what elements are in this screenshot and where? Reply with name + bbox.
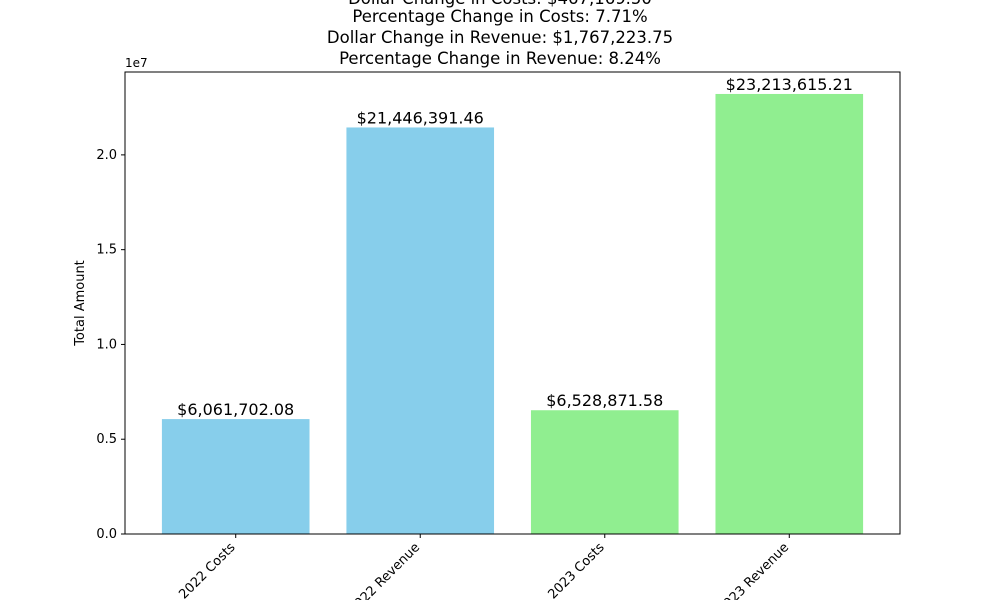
y-tick-label: 0.0 [96, 527, 117, 542]
x-axis: 2022 Costs 2022 Revenue 2023 Costs 2023 Rev… [176, 534, 792, 600]
y-tick-label: 1.0 [96, 337, 117, 352]
title-line-3: Dollar Change in Revenue: $1,767,223.75 [326, 28, 674, 47]
bar-data-label: $21,446,391.46 [357, 108, 484, 127]
y-axis-label: Total Amount [73, 260, 88, 347]
x-tick-label: 2023 Costs [545, 540, 607, 600]
y-tick-label: 1.5 [96, 243, 117, 258]
bar [346, 127, 495, 535]
bar [530, 410, 679, 534]
title-line-1: Dollar Change in Costs: $467,169.50 [0, 0, 1000, 9]
bar-labels-group: $6,061,702.08 $21,446,391.46 $6,528,871.58… [177, 75, 853, 419]
x-tick-label: 2022 Revenue [346, 540, 423, 600]
y-axis-scale-label: 1e7 [125, 56, 148, 70]
bars-group [161, 93, 864, 535]
title-line-4: Percentage Change in Revenue: 8.24% [339, 49, 661, 68]
title-line-2: Percentage Change in Costs: 7.71% [352, 7, 648, 26]
y-tick-label: 2.0 [96, 148, 117, 163]
bar-data-label: $23,213,615.21 [726, 75, 853, 94]
y-tick-label: 0.5 [96, 432, 117, 447]
x-tick-label: 2023 Revenue [715, 540, 792, 600]
bar-data-label: $6,528,871.58 [546, 391, 663, 410]
x-tick-label: 2022 Costs [176, 540, 238, 600]
y-axis: 0.0 0.5 1.0 1.5 2.0 [96, 148, 125, 542]
bar [715, 93, 864, 534]
bar [161, 419, 310, 534]
bar-data-label: $6,061,702.08 [177, 400, 294, 419]
plot-area-frame [124, 71, 901, 535]
